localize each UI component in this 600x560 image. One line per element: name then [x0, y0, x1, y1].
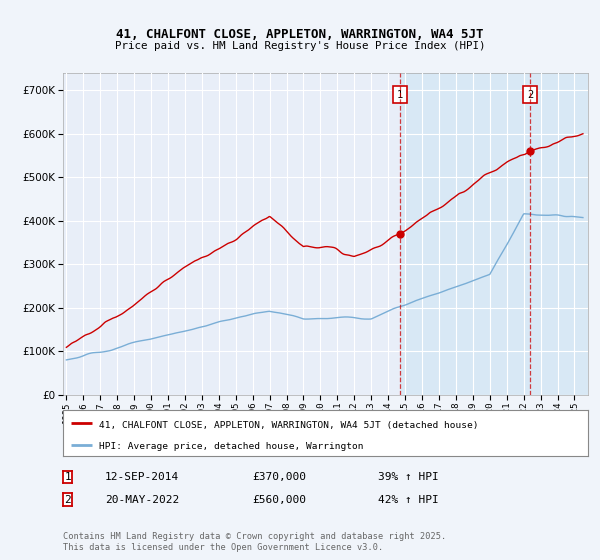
Text: Price paid vs. HM Land Registry's House Price Index (HPI): Price paid vs. HM Land Registry's House …: [115, 41, 485, 52]
Text: 41, CHALFONT CLOSE, APPLETON, WARRINGTON, WA4 5JT: 41, CHALFONT CLOSE, APPLETON, WARRINGTON…: [116, 28, 484, 41]
Text: HPI: Average price, detached house, Warrington: HPI: Average price, detached house, Warr…: [98, 442, 363, 451]
Text: 20-MAY-2022: 20-MAY-2022: [105, 494, 179, 505]
Text: Contains HM Land Registry data © Crown copyright and database right 2025.
This d: Contains HM Land Registry data © Crown c…: [63, 533, 446, 552]
Text: 42% ↑ HPI: 42% ↑ HPI: [378, 494, 439, 505]
Text: 2: 2: [64, 494, 71, 505]
Text: 41, CHALFONT CLOSE, APPLETON, WARRINGTON, WA4 5JT (detached house): 41, CHALFONT CLOSE, APPLETON, WARRINGTON…: [98, 421, 478, 430]
Text: 39% ↑ HPI: 39% ↑ HPI: [378, 472, 439, 482]
Text: 2: 2: [527, 90, 533, 100]
Text: 12-SEP-2014: 12-SEP-2014: [105, 472, 179, 482]
Text: £560,000: £560,000: [252, 494, 306, 505]
Text: £370,000: £370,000: [252, 472, 306, 482]
Bar: [400, 73, 588, 395]
Text: 1: 1: [397, 90, 403, 100]
Text: 1: 1: [64, 472, 71, 482]
